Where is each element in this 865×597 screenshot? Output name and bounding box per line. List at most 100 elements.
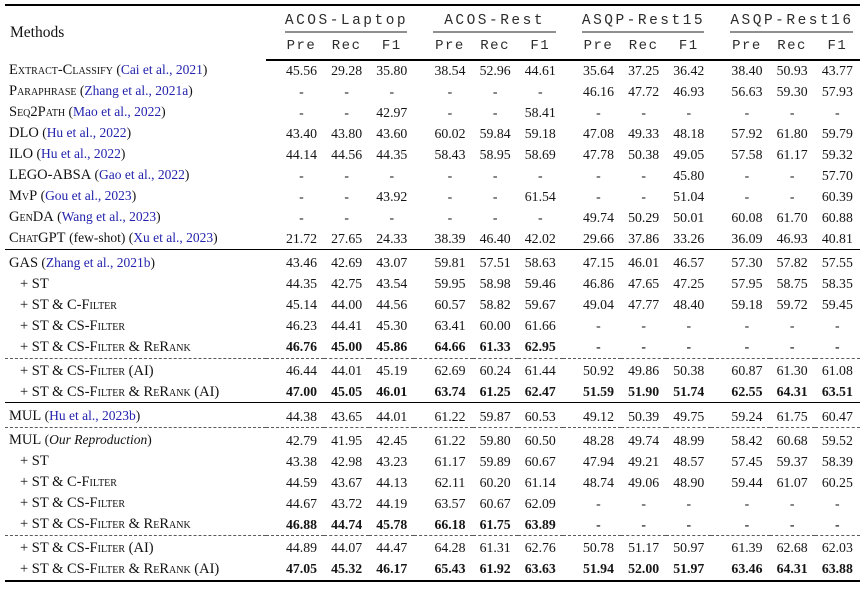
- value-cell: -: [686, 495, 692, 511]
- value-cell: -: [596, 495, 601, 511]
- value-cell: 57.82: [769, 248, 815, 274]
- table-row: MUL (Our Reproduction) 42.79 41.95 42.45 61.…: [5, 427, 860, 451]
- citation-link[interactable]: Gao et al., 2022: [99, 167, 185, 183]
- value-cell: 43.80: [331, 125, 363, 141]
- value-cell: 57.93: [821, 83, 853, 99]
- value-cell: 61.75: [479, 516, 511, 532]
- value-cell: 44.14: [285, 146, 317, 162]
- value-cell: 47.25: [673, 276, 705, 292]
- value-cell: 42.79: [265, 427, 325, 451]
- citation-link[interactable]: Zhang et al., 2021b: [45, 254, 151, 270]
- citation-link[interactable]: Cai et al., 2021: [120, 62, 203, 78]
- value-cell: 58.75: [776, 276, 808, 292]
- value-cell: 45.00: [331, 339, 363, 355]
- group-name: ASQP-Rest16: [730, 13, 854, 29]
- citation-link[interactable]: Mao et al., 2022: [73, 104, 162, 120]
- value-cell: -: [744, 167, 750, 183]
- value-cell: 43.67: [331, 474, 363, 490]
- value-cell: 44.38: [265, 402, 325, 428]
- value-cell: -: [789, 318, 795, 334]
- table-row: LEGO-ABSA (Gao et al., 2022) - - - - - - - - 45.8…: [5, 165, 860, 186]
- value-cell: 61.54: [524, 188, 556, 204]
- value-cell: 49.04: [582, 297, 614, 313]
- citation-link[interactable]: Gou et al., 2023: [45, 188, 132, 204]
- value-cell: -: [835, 495, 840, 511]
- col-header-rec: Rec: [769, 34, 815, 61]
- value-cell: 40.81: [821, 230, 853, 246]
- value-cell: 44.07: [324, 534, 370, 559]
- value-cell: 60.57: [434, 297, 466, 313]
- value-cell: 48.57: [673, 453, 705, 469]
- table-row: + ST & CS-Filter 46.23 44.41 45.30 63.41 60.0…: [5, 316, 860, 337]
- citation-link[interactable]: Hu et al., 2023b: [49, 408, 136, 424]
- group-header-acos-laptop: ACOS-Laptop: [266, 5, 414, 34]
- paren-open: (: [41, 432, 50, 448]
- value-cell: 56.63: [731, 83, 763, 99]
- value-cell: 61.75: [769, 402, 815, 428]
- value-cell: -: [344, 188, 349, 204]
- method-label: + ST & C-Filter: [20, 296, 117, 313]
- citation-link[interactable]: Wang et al., 2023: [61, 209, 157, 225]
- value-cell: 36.09: [731, 230, 763, 246]
- value-cell: 44.35: [285, 276, 317, 292]
- method-cell: Paraphrase (Zhang et al., 2021a): [5, 81, 266, 102]
- value-cell: -: [299, 188, 304, 204]
- value-cell: -: [596, 339, 601, 355]
- value-cell: 44.56: [376, 297, 408, 313]
- method-cell: MvP (Gou et al., 2023): [5, 186, 266, 207]
- value-cell: 45.30: [376, 318, 408, 334]
- value-cell: 47.08: [582, 125, 614, 141]
- value-cell: 44.61: [524, 63, 556, 79]
- method-label: + ST & C-Filter: [20, 474, 117, 491]
- value-cell: 60.24: [472, 357, 518, 382]
- value-cell: 59.30: [776, 83, 808, 99]
- citation-link[interactable]: Xu et al., 2023: [133, 230, 214, 246]
- value-cell: -: [596, 318, 601, 334]
- table-row: + ST 43.38 42.98 43.23 61.17 59.89 60.67 47.94 4…: [5, 451, 860, 472]
- value-cell: 44.89: [265, 534, 325, 559]
- value-cell: 59.84: [479, 125, 511, 141]
- value-cell: 59.81: [414, 248, 473, 274]
- value-cell: -: [596, 188, 601, 204]
- paren-close: ): [188, 83, 193, 99]
- value-cell: 58.63: [517, 248, 563, 274]
- value-cell: 42.45: [369, 427, 415, 451]
- value-cell: 45.32: [331, 561, 363, 577]
- method-cell: + ST & CS-Filter & ReRank (AI): [5, 559, 266, 581]
- value-cell: 45.56: [285, 63, 317, 79]
- value-cell: 49.06: [628, 474, 660, 490]
- value-cell: 46.57: [666, 248, 712, 274]
- value-cell: 45.86: [376, 339, 408, 355]
- value-cell: 59.89: [479, 453, 511, 469]
- citation-link[interactable]: Hu et al., 2022: [46, 125, 127, 141]
- value-cell: 21.72: [285, 230, 317, 246]
- citation-link[interactable]: Hu et al., 2022: [41, 146, 121, 162]
- value-cell: 61.66: [524, 318, 556, 334]
- value-cell: -: [789, 104, 795, 120]
- citation-link[interactable]: Zhang et al., 2021a: [84, 83, 189, 99]
- method-label: + ST & CS-Filter: [20, 495, 126, 512]
- value-cell: 60.39: [821, 188, 853, 204]
- table-row: Extract-Classify (Cai et al., 2021) 45.56…: [5, 60, 860, 81]
- value-cell: 46.01: [621, 248, 667, 274]
- paren-close: ): [126, 125, 132, 141]
- value-cell: 47.15: [562, 248, 622, 274]
- value-cell: 46.23: [285, 318, 317, 334]
- methods-column-header: Methods: [10, 24, 65, 41]
- value-cell: 50.97: [666, 534, 712, 559]
- value-cell: 60.50: [517, 427, 563, 451]
- value-cell: 57.51: [472, 248, 518, 274]
- value-cell: 43.38: [285, 453, 317, 469]
- value-cell: 60.68: [769, 427, 815, 451]
- value-cell: 44.47: [369, 534, 415, 559]
- value-cell: -: [744, 339, 750, 355]
- value-cell: 46.16: [582, 83, 614, 99]
- value-cell: 62.09: [524, 495, 556, 511]
- value-cell: 50.92: [562, 357, 622, 382]
- value-cell: 47.00: [285, 384, 317, 400]
- col-header-rec: Rec: [472, 34, 518, 61]
- value-cell: 29.66: [582, 230, 614, 246]
- value-cell: 35.80: [376, 63, 408, 79]
- table-row: MUL (Hu et al., 2023b) 44.38 43.65 44.01 61.…: [5, 402, 860, 428]
- value-cell: 44.35: [376, 146, 408, 162]
